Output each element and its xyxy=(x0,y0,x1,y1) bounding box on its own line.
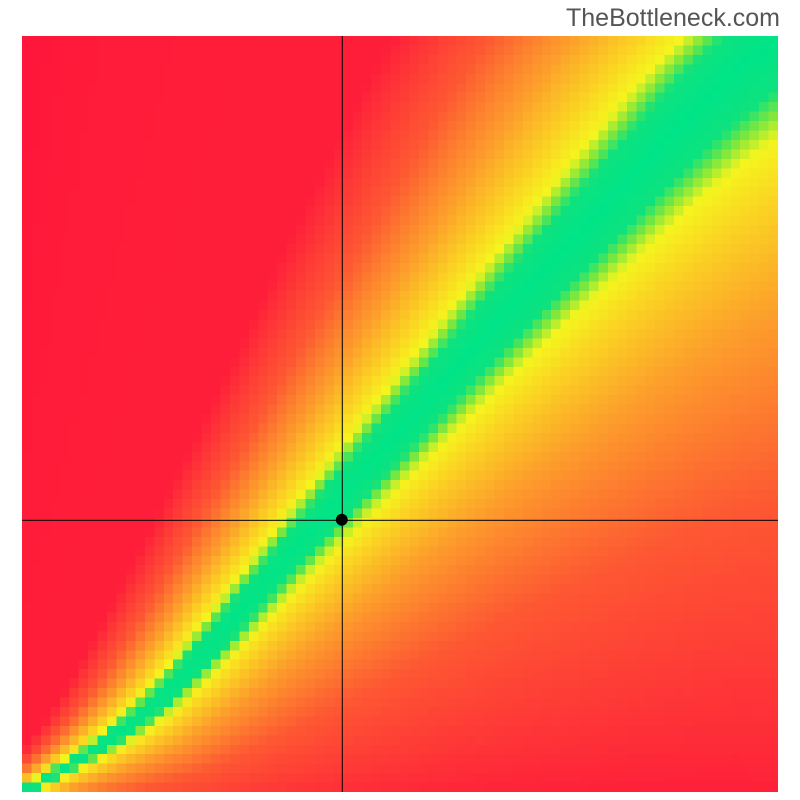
crosshair-overlay xyxy=(22,36,778,792)
attribution-text: TheBottleneck.com xyxy=(566,4,780,33)
chart-container: TheBottleneck.com xyxy=(0,0,800,800)
